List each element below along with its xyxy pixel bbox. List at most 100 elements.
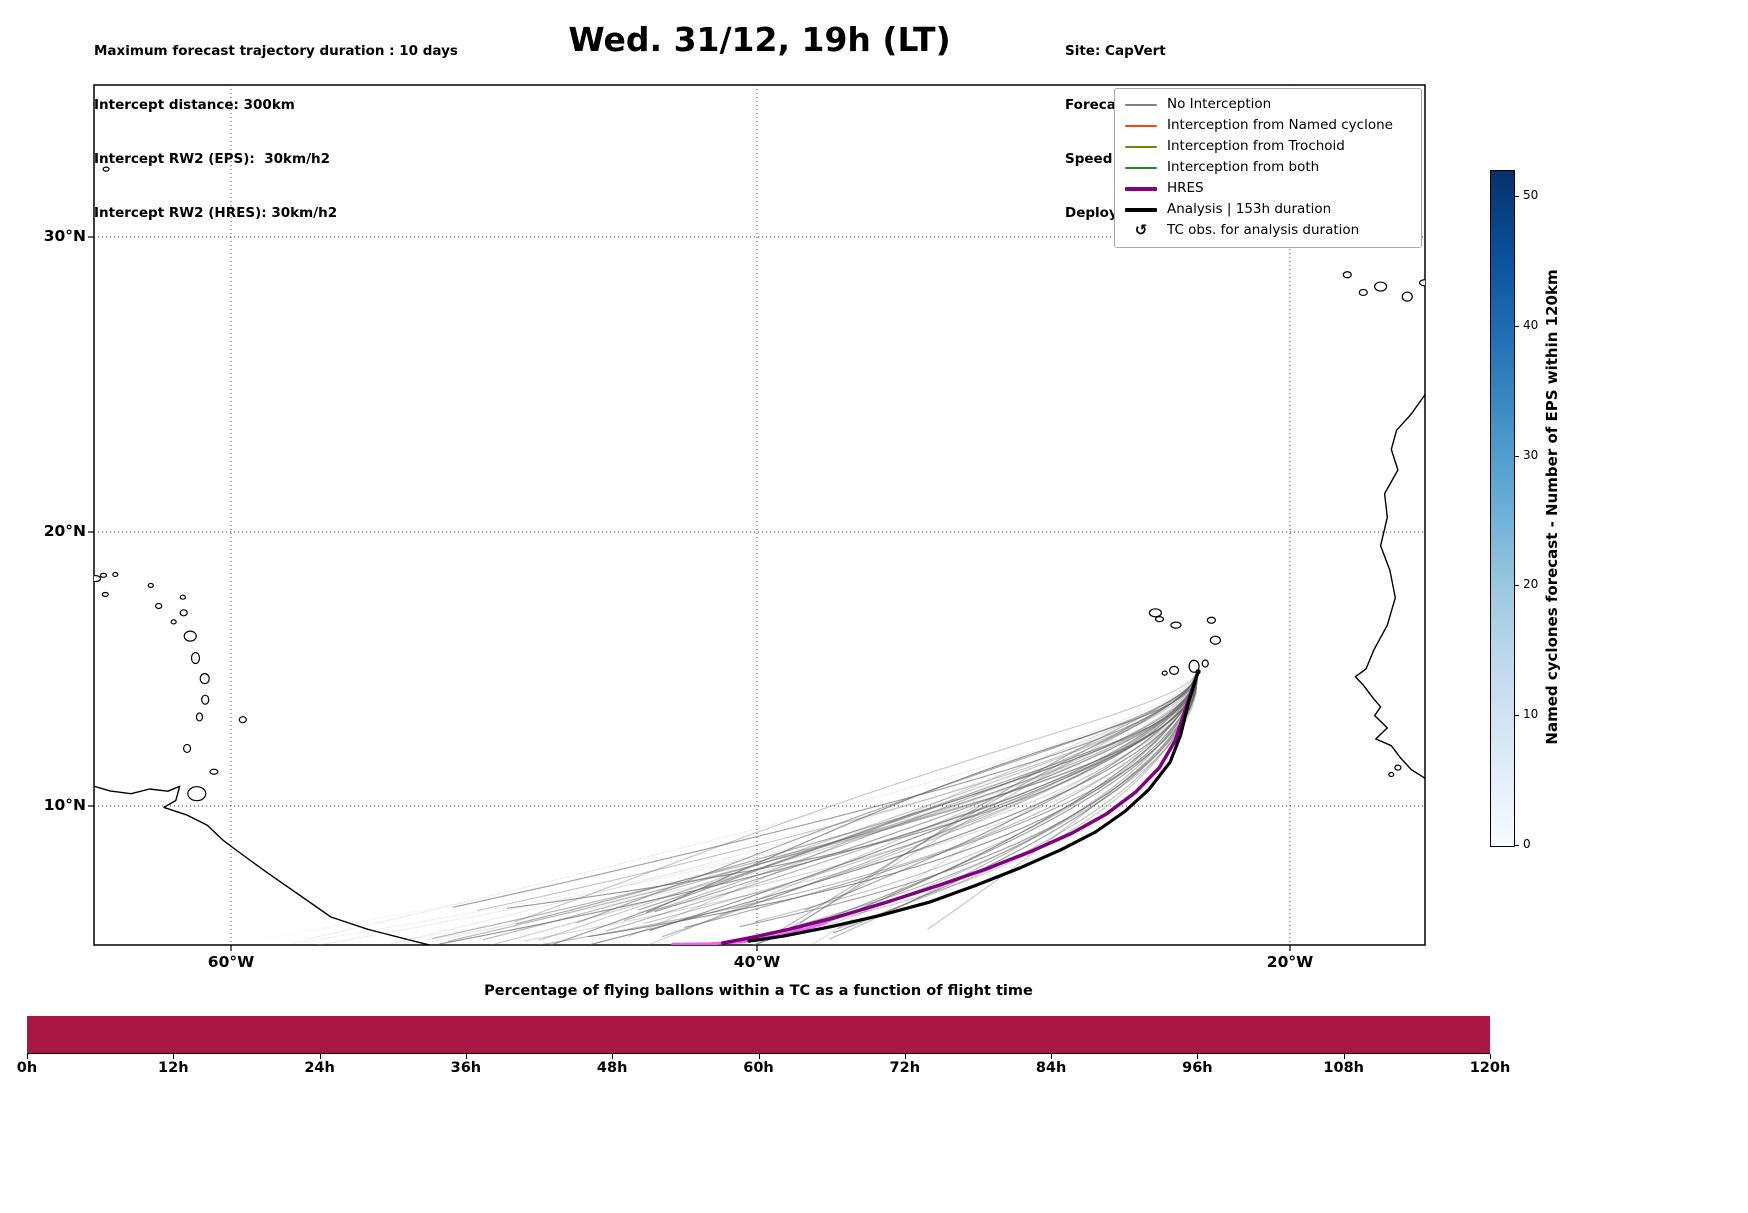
island-cv-brava xyxy=(1161,670,1168,676)
x-tick-label: 20°W xyxy=(1266,953,1314,971)
bottom-axis-tickmark xyxy=(904,1054,906,1059)
bottom-axis-tickmark xyxy=(1343,1054,1345,1059)
ensemble-track xyxy=(438,671,1199,945)
legend-line-sample xyxy=(1125,207,1157,212)
ensemble-track xyxy=(430,671,1199,943)
island-puerto-rico-east xyxy=(94,574,102,583)
island-bermuda xyxy=(102,166,110,172)
bottom-axis-tick-label: 48h xyxy=(596,1060,628,1076)
island-canary-gran-canaria xyxy=(1401,291,1413,302)
ensemble-track xyxy=(646,671,1199,945)
bottom-axis-tick-label: 96h xyxy=(1182,1060,1213,1076)
legend-entry: HRES xyxy=(1125,178,1411,199)
legend-entry: ↺ TC obs. for analysis duration xyxy=(1125,220,1411,241)
map-legend: No Interception Interception from Named c… xyxy=(1114,88,1422,248)
ensemble-track xyxy=(837,671,1199,930)
legend-line xyxy=(1125,145,1157,148)
colorbar-tick-label: 40 xyxy=(1523,317,1539,332)
island-grenada xyxy=(182,743,192,754)
island-st-kitts xyxy=(155,602,163,610)
island-st-martin xyxy=(147,582,154,589)
colorbar-tickmark xyxy=(1514,325,1519,327)
track-analysis-153h-duration xyxy=(747,670,1200,943)
bottom-axis-tick-label: 24h xyxy=(304,1060,335,1076)
bottom-axis-tickmark xyxy=(465,1054,467,1059)
x-tick-label: 60°W xyxy=(207,953,255,971)
legend-line-sample xyxy=(1125,103,1157,106)
ensemble-track xyxy=(506,671,1199,909)
island-dominica xyxy=(190,651,201,665)
island-cv-fogo xyxy=(1168,665,1180,675)
island-cv-santo-antao xyxy=(1148,608,1163,618)
y-tick-label: 10°N xyxy=(43,796,86,814)
island-trinidad xyxy=(187,786,207,802)
tc-percentage-bar xyxy=(27,1016,1490,1054)
bottom-axis-tickmark xyxy=(1051,1054,1053,1059)
bottom-axis-tickmark xyxy=(1197,1054,1199,1059)
x-tick-label: 40°W xyxy=(733,953,781,971)
ensemble-track xyxy=(643,671,1199,925)
ensemble-track xyxy=(589,671,1199,945)
legend-label: Analysis | 153h duration xyxy=(1167,201,1332,217)
run-settings-block: Maximum forecast trajectory duration : 1… xyxy=(94,6,458,258)
legend-line xyxy=(1125,103,1157,106)
legend-line xyxy=(1125,207,1157,212)
colorbar-label: Named cyclones forecast - Number of EPS … xyxy=(1543,269,1561,745)
legend-label: TC obs. for analysis duration xyxy=(1167,222,1360,238)
bottom-chart-title: Percentage of flying ballons within a TC… xyxy=(484,983,1033,999)
deployment-point xyxy=(1195,669,1201,675)
ensemble-track xyxy=(264,671,1199,940)
legend-line-sample xyxy=(1125,124,1157,127)
intercept-rw2-eps-text: Intercept RW2 (EPS): 30km/h2 xyxy=(94,151,330,167)
legend-label: HRES xyxy=(1167,180,1204,196)
colorbar-tickmark xyxy=(1514,585,1519,587)
intercept-rw2-hres-text: Intercept RW2 (HRES): 30km/h2 xyxy=(94,205,338,221)
ensemble-track xyxy=(514,671,1199,923)
ensemble-track xyxy=(645,671,1199,914)
bottom-axis-tick-label: 36h xyxy=(450,1060,482,1076)
legend-label: Interception from both xyxy=(1167,159,1320,175)
legend-line-sample xyxy=(1125,186,1157,191)
ensemble-track xyxy=(477,671,1199,912)
legend-entry: No Interception xyxy=(1125,94,1411,115)
island-canary-fuerteventura xyxy=(1418,279,1425,287)
legend-entry: Interception from Named cyclone xyxy=(1125,115,1411,136)
island-canary-la-palma xyxy=(1342,271,1352,279)
coastline-africa-west-coast xyxy=(1354,393,1425,780)
colorbar-tick-label: 10 xyxy=(1523,707,1539,722)
legend-line-sample xyxy=(1125,166,1157,169)
ensemble-track xyxy=(426,671,1199,941)
colorbar-tickmark xyxy=(1514,845,1519,846)
ensemble-track xyxy=(293,671,1199,944)
island-virgin-islands-2 xyxy=(112,571,119,578)
bottom-axis-tick-label: 12h xyxy=(158,1060,189,1076)
colorbar-tickmark xyxy=(1514,455,1519,457)
island-tobago xyxy=(209,768,219,775)
ensemble-track xyxy=(306,671,1199,940)
y-tick-label: 30°N xyxy=(43,227,86,245)
map-content xyxy=(94,85,1425,945)
island-bissagos-1 xyxy=(1394,764,1402,771)
bottom-axis-tickmark xyxy=(612,1054,614,1059)
legend-line xyxy=(1125,124,1157,127)
island-st-croix xyxy=(101,591,109,598)
island-montserrat xyxy=(170,619,177,625)
tc-obs-icon: ↺ xyxy=(1125,223,1157,238)
ensemble-track xyxy=(538,671,1199,941)
y-tick-label: 20°N xyxy=(43,522,86,540)
island-martinique xyxy=(199,672,210,685)
bottom-axis-tick-label: 60h xyxy=(743,1060,774,1076)
colorbar-tickmark xyxy=(1514,715,1519,717)
ensemble-track xyxy=(452,671,1199,908)
legend-label: No Interception xyxy=(1167,96,1272,112)
ensemble-track xyxy=(810,671,1199,945)
island-cv-sao-vicente xyxy=(1154,616,1165,623)
island-cv-maio xyxy=(1201,659,1209,668)
legend-entry: Analysis | 153h duration xyxy=(1125,199,1411,220)
ensemble-track xyxy=(832,671,1199,934)
ensemble-track xyxy=(637,671,1199,914)
bottom-axis-tickmark xyxy=(173,1054,175,1059)
figure-title: Wed. 31/12, 19h (LT) xyxy=(568,20,951,59)
colorbar xyxy=(1490,170,1515,847)
